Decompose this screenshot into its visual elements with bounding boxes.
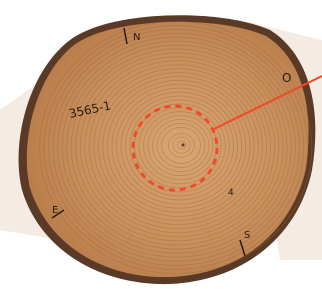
north-label: N [133, 32, 140, 43]
pith [182, 144, 185, 147]
ring-mark: 4 [228, 188, 234, 198]
south-label: S [244, 230, 250, 241]
west-label: E [52, 205, 58, 216]
tree-section-photo: N O E S 3565-1 4 [0, 0, 322, 289]
east-label: O [282, 71, 291, 85]
